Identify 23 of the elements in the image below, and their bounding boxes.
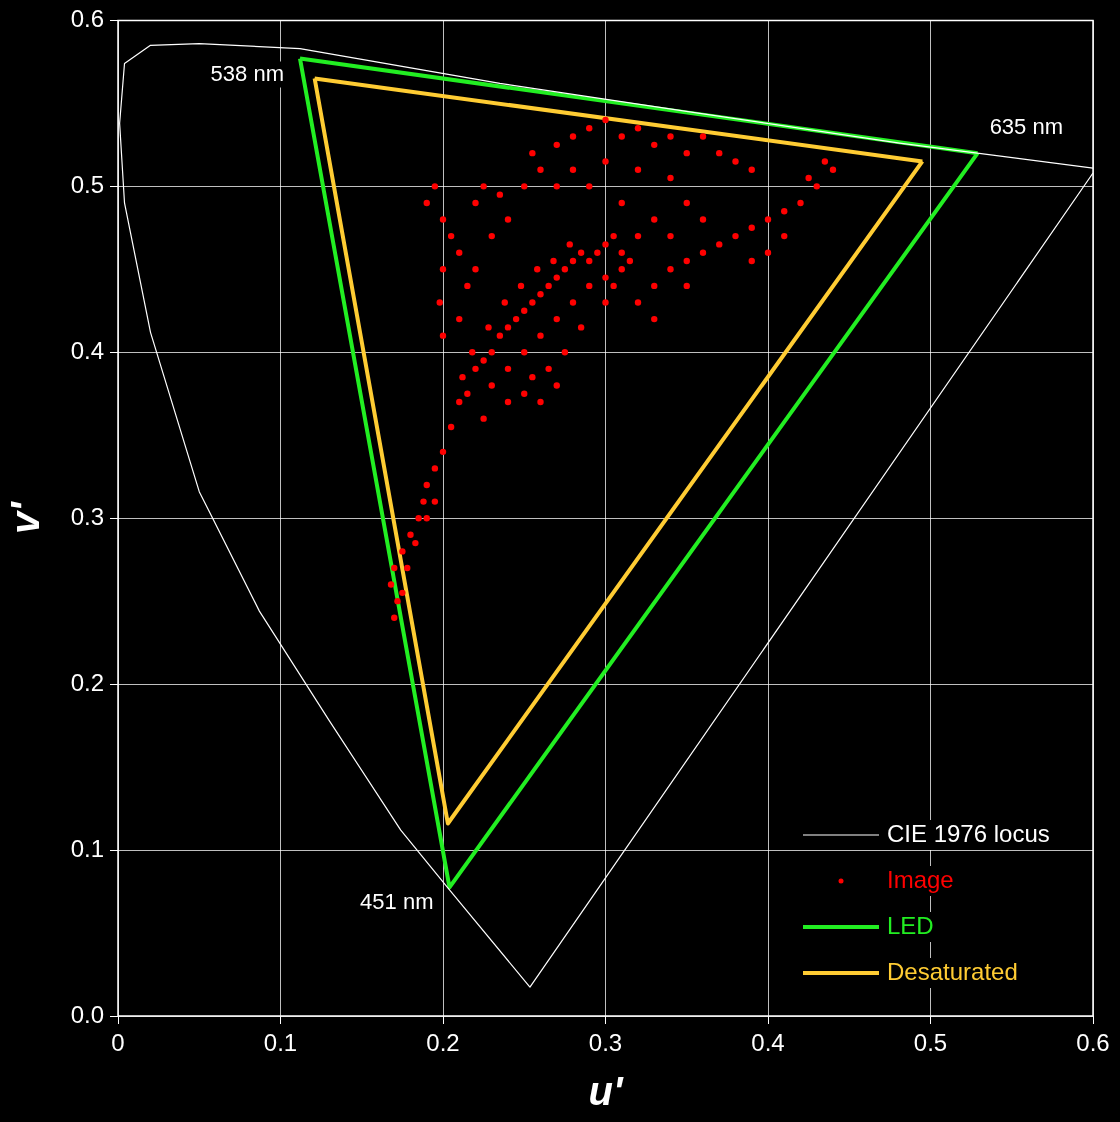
- annotation: 451 nm: [360, 889, 434, 915]
- y-tick-label: 0.6: [70, 5, 104, 33]
- x-axis-title: u': [588, 1069, 624, 1114]
- legend-label: LED: [887, 911, 934, 939]
- x-tick-label: 0.5: [913, 1029, 948, 1057]
- x-tick-label: 0.2: [426, 1029, 460, 1057]
- y-tick-label: 0.0: [70, 1000, 104, 1028]
- annotation: 538 nm: [210, 60, 284, 86]
- x-tick-label: 0.3: [588, 1029, 623, 1057]
- x-tick-label: 0: [111, 1029, 125, 1057]
- legend-label: CIE 1976 locus: [887, 819, 1050, 847]
- x-tick-label: 0.1: [263, 1029, 298, 1057]
- text: Image: [887, 865, 954, 893]
- y-tick-label: 0.2: [70, 668, 104, 696]
- x-tick-label: 0.4: [751, 1029, 785, 1057]
- y-tick-label: 0.3: [70, 502, 104, 530]
- annotation: 635 nm: [989, 114, 1064, 140]
- y-tick-label: 0.5: [70, 170, 104, 198]
- legend-label: Desaturated: [887, 957, 1018, 985]
- x-tick-label: 0.6: [1076, 1029, 1110, 1057]
- y-axis-title: v': [3, 500, 48, 535]
- y-tick-label: 0.1: [70, 834, 104, 862]
- y-tick-label: 0.4: [70, 336, 104, 364]
